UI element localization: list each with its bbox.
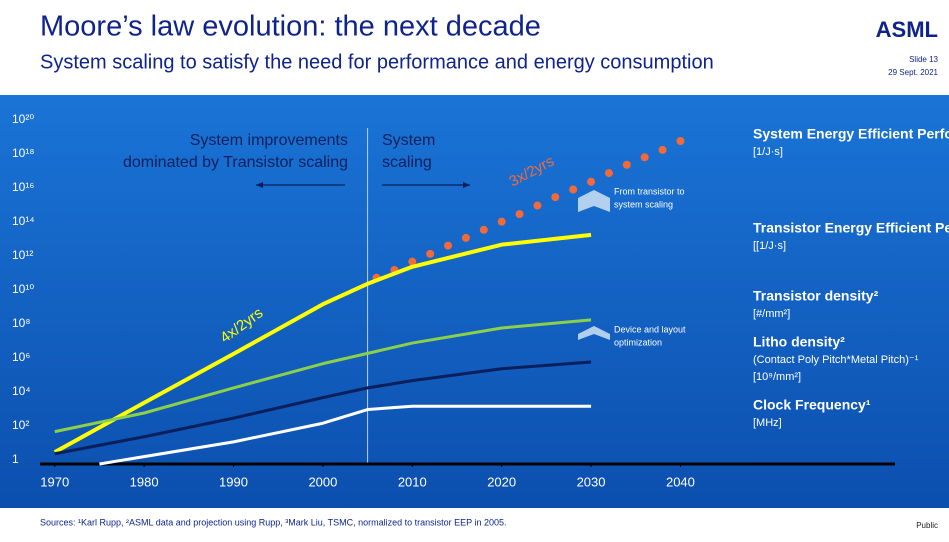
data-point	[426, 249, 435, 258]
x-tick-label: 1990	[219, 474, 248, 489]
title: Moore’s law evolution: the next decade	[40, 11, 541, 43]
data-point	[658, 145, 667, 154]
data-point	[533, 201, 542, 210]
data-point	[587, 177, 596, 186]
y-tick-label: 10¹²	[12, 248, 33, 262]
date: 29 Sept. 2021	[888, 68, 938, 77]
y-tick-label: 10²⁰	[12, 112, 34, 126]
annotation: Device and layout	[614, 324, 686, 334]
series-line	[54, 318, 592, 434]
y-tick-label: 10¹⁸	[12, 146, 34, 160]
annotation: scaling	[382, 154, 432, 171]
annotation: optimization	[614, 337, 662, 347]
data-point	[408, 257, 417, 266]
series-line	[99, 404, 592, 466]
data-point	[676, 137, 685, 145]
x-tick-label: 2030	[577, 474, 606, 489]
data-point	[515, 210, 524, 219]
data-point	[497, 217, 506, 226]
series-line	[53, 232, 592, 454]
y-tick-label: 10⁴	[12, 384, 31, 398]
legend-label: Transistor density²	[753, 288, 879, 304]
logo: ASML	[876, 17, 938, 42]
data-point	[551, 193, 560, 202]
legend-unit: [MHz]	[753, 417, 782, 429]
slide-number: Slide 13	[909, 55, 938, 64]
x-tick-label: 2000	[308, 474, 337, 489]
annotation: system scaling	[614, 199, 673, 209]
data-point	[479, 225, 488, 234]
data-point	[622, 160, 631, 169]
arrow-head	[463, 182, 470, 188]
legend-label: Transistor Energy Efficient Performance²	[753, 220, 949, 236]
annotation: System improvements	[190, 132, 348, 149]
legend-unit: [[1/J·s]	[753, 240, 786, 252]
x-tick-label: 2040	[666, 474, 695, 489]
data-point	[461, 233, 470, 242]
annotation: dominated by Transistor scaling	[123, 154, 348, 171]
y-tick-label: 10¹⁴	[12, 214, 35, 228]
sources: Sources: ¹Karl Rupp, ²ASML data and proj…	[40, 517, 507, 527]
legend-label: System Energy Efficient Performance³	[753, 126, 949, 142]
x-tick-label: 2020	[487, 474, 516, 489]
annotation: From transistor to	[614, 186, 685, 196]
plot: 1 10² 10⁴ 10⁶ 10⁸ 10¹⁰ 10¹² 10¹⁴ 10¹⁶ 10¹⁸ 10²⁰ 197…	[12, 112, 949, 489]
data-point	[640, 153, 649, 162]
x-tick-label: 1980	[130, 474, 159, 489]
legend-description: (Contact Poly Pitch*Metal Pitch)⁻¹	[753, 354, 919, 366]
data-point	[604, 169, 613, 178]
y-tick-label: 1	[12, 452, 19, 466]
legend-label: Clock Frequency¹	[753, 397, 871, 413]
chevron-icon	[578, 190, 610, 212]
arrow-head	[256, 182, 263, 188]
subtitle: System scaling to satisfy the need for p…	[40, 51, 714, 73]
y-tick-label: 10⁶	[12, 350, 30, 364]
y-tick-label: 10¹⁶	[12, 180, 34, 194]
legend-unit: [1/J·s]	[753, 146, 783, 158]
x-tick-label: 2010	[398, 474, 427, 489]
y-tick-label: 10⁸	[12, 316, 30, 330]
data-point	[444, 241, 453, 250]
chart-panel	[0, 95, 949, 508]
y-tick-label: 10¹⁰	[12, 282, 34, 296]
legend-unit: [10⁹/mm²]	[753, 371, 801, 383]
legend-label: Litho density²	[753, 334, 845, 350]
series-line	[54, 360, 592, 456]
data-point	[569, 185, 578, 194]
chevron-icon	[578, 326, 610, 340]
legend-unit: [#/mm²]	[753, 308, 790, 320]
classification: Public	[916, 521, 938, 530]
x-tick-label: 1970	[40, 474, 69, 489]
annotation: System	[382, 132, 435, 149]
y-tick-label: 10²	[12, 418, 29, 432]
